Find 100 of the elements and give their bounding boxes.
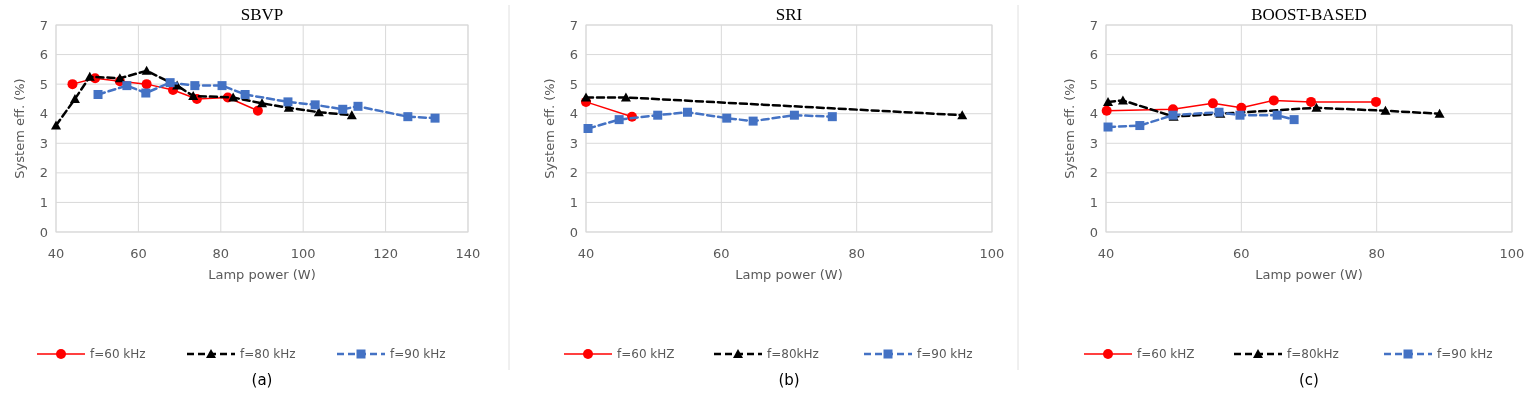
point — [1101, 105, 1112, 116]
legend-label: f=80 kHz — [240, 347, 296, 362]
y-tick-label: 6 — [1089, 47, 1098, 63]
legend-label: f=90 kHz — [390, 347, 446, 362]
point — [957, 110, 968, 120]
point — [1117, 95, 1128, 105]
point — [1434, 108, 1445, 118]
point — [67, 79, 78, 90]
point — [93, 89, 103, 99]
point — [1289, 115, 1299, 125]
legend-label: f=90 kHz — [1437, 347, 1493, 362]
y-tick-label: 5 — [569, 76, 578, 92]
point — [1235, 110, 1245, 120]
chart-title: BOOST-BASED — [1251, 5, 1367, 24]
x-tick-label: 120 — [373, 246, 399, 261]
point — [141, 65, 152, 75]
point — [789, 110, 799, 120]
point — [722, 113, 732, 123]
point — [1135, 121, 1145, 131]
y-axis-title: System eff. (%) — [542, 78, 557, 179]
x-tick-label: 60 — [130, 246, 147, 261]
x-tick-label: 40 — [47, 246, 65, 261]
point — [257, 98, 267, 108]
y-tick-label: 3 — [1089, 135, 1098, 151]
y-tick-label: 0 — [1089, 224, 1098, 240]
point — [583, 124, 593, 133]
legend-label: f=60 kHZ — [617, 347, 675, 362]
y-tick-label: 6 — [39, 47, 48, 63]
x-tick-label: 140 — [455, 246, 481, 261]
x-axis-title: Lamp power (W) — [208, 267, 316, 282]
text: (b) — [778, 371, 800, 389]
y-axis-title: System eff. (%) — [1062, 78, 1077, 179]
y-tick-label: 1 — [39, 194, 48, 210]
point — [1272, 110, 1282, 120]
x-tick-label: 80 — [212, 246, 230, 261]
y-tick-label: 4 — [1089, 106, 1098, 122]
point — [403, 112, 413, 122]
point — [1370, 96, 1381, 107]
point — [141, 79, 152, 90]
point — [1311, 102, 1322, 112]
point — [310, 100, 320, 110]
y-tick-label: 1 — [569, 194, 578, 210]
y-tick-label: 1 — [1089, 194, 1098, 210]
y-tick-label: 5 — [39, 76, 48, 92]
x-tick-label: 40 — [577, 246, 595, 261]
point — [346, 110, 357, 120]
point — [1306, 96, 1317, 107]
point — [683, 107, 692, 117]
y-tick-label: 4 — [569, 106, 578, 122]
y-tick-label: 0 — [39, 224, 48, 240]
point — [1103, 122, 1113, 132]
y-tick-label: 3 — [569, 135, 578, 151]
point — [1380, 105, 1391, 115]
x-tick-label: 100 — [979, 246, 1005, 261]
legend-label: f=90 kHz — [917, 347, 973, 362]
y-tick-label: 7 — [1089, 17, 1098, 33]
x-tick-label: 60 — [713, 246, 730, 261]
x-axis-title: Lamp power (W) — [735, 267, 843, 282]
legend-label: f=60 kHz — [90, 347, 146, 362]
point — [122, 81, 132, 91]
point — [614, 115, 624, 125]
point — [653, 110, 663, 120]
point — [252, 105, 263, 116]
x-tick-label: 80 — [848, 246, 865, 261]
chart-title: SRI — [775, 5, 803, 24]
y-tick-label: 5 — [1089, 76, 1098, 92]
point — [51, 120, 61, 130]
y-tick-label: 4 — [39, 106, 48, 122]
point — [69, 93, 80, 103]
legend-label: f=80kHz — [767, 347, 819, 362]
y-tick-label: 6 — [569, 47, 578, 63]
x-tick-label: 80 — [1368, 246, 1385, 261]
point — [217, 81, 227, 91]
y-tick-label: 0 — [569, 224, 578, 240]
point — [188, 90, 199, 100]
y-tick-label: 7 — [39, 17, 48, 33]
legend-label: f=80kHz — [1287, 347, 1339, 362]
point — [1268, 95, 1279, 106]
point — [84, 71, 95, 81]
point — [827, 112, 837, 122]
point — [190, 81, 200, 91]
point — [1103, 96, 1114, 106]
x-tick-label: 100 — [290, 246, 316, 261]
y-tick-label: 3 — [39, 135, 48, 151]
point — [141, 88, 151, 98]
point — [283, 97, 293, 107]
point — [620, 92, 631, 102]
text: (a) — [251, 371, 273, 389]
y-axis-title: System eff. (%) — [12, 78, 27, 179]
point — [338, 104, 348, 114]
x-axis-title: Lamp power (W) — [1255, 267, 1363, 282]
x-tick-label: 40 — [1097, 246, 1115, 261]
point — [114, 73, 125, 83]
x-tick-label: 60 — [1233, 246, 1250, 261]
y-tick-label: 2 — [39, 165, 48, 181]
text: (c) — [1299, 371, 1319, 389]
y-tick-label: 7 — [569, 17, 578, 33]
point — [228, 92, 239, 102]
point — [353, 101, 363, 111]
point — [165, 78, 175, 88]
